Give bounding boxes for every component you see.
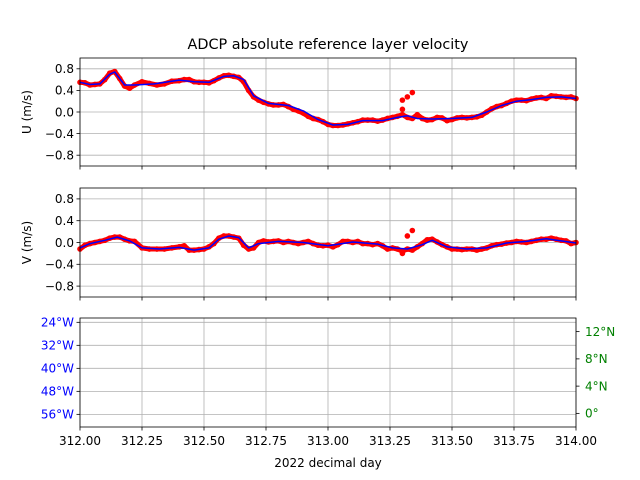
latitude-tick-label: 0°: [585, 407, 599, 421]
u-raw-point: [414, 111, 421, 118]
v-raw-point: [478, 246, 485, 252]
v-velocity-panel: −0.8 −0.4 0.0 0.4 0.8 V (m/s): [20, 187, 579, 301]
x-axis-label: 2022 decimal day: [274, 456, 382, 470]
v-outlier-point: [399, 250, 406, 257]
u-raw-point: [439, 115, 445, 121]
v-raw-point: [280, 239, 287, 246]
v-raw-point: [181, 242, 187, 249]
u-outlier-point: [404, 94, 411, 100]
latitude-tick-label: 12°N: [585, 325, 615, 339]
position-panel: 24°W 32°W 40°W 48°W 56°W 0° 4°N 8°N 12°N 312.00…: [41, 316, 615, 448]
u-raw-point: [139, 78, 145, 85]
x-tick-label: 312.75: [245, 434, 287, 448]
x-tick-label: 312.00: [59, 434, 101, 448]
figure-title: ADCP absolute reference layer velocity: [188, 37, 469, 53]
longitude-tick-label: 32°W: [41, 339, 74, 353]
u-raw-point: [449, 116, 455, 123]
v-raw-point: [354, 238, 361, 245]
latitude-tick-label: 8°N: [585, 352, 608, 366]
u-y-tick-label: 0.0: [55, 105, 74, 119]
u-y-tick-label: 0.4: [55, 84, 74, 98]
v-y-tick-label: −0.4: [45, 258, 74, 272]
v-smoothed-series-line: [79, 235, 577, 251]
longitude-tick-label: 24°W: [41, 316, 74, 330]
v-y-tick-label: −0.8: [45, 279, 74, 293]
v-y-tick-label: 0.4: [55, 214, 74, 228]
x-tick-label: 313.00: [307, 434, 349, 448]
x-tick-label: 313.25: [369, 434, 411, 448]
u-axis-label: U (m/s): [20, 90, 34, 134]
x-tick-label: 312.25: [121, 434, 163, 448]
v-y-tick-label: 0.0: [55, 236, 74, 250]
longitude-tick-label: 40°W: [41, 362, 74, 376]
u-smoothed-series-line: [79, 71, 577, 126]
v-raw-point: [369, 241, 376, 248]
u-outlier-point: [399, 106, 406, 113]
longitude-tick-label: 48°W: [41, 385, 74, 399]
v-outlier-point: [409, 227, 416, 234]
x-tick-label: 314.00: [555, 434, 597, 448]
u-y-tick-label: 0.8: [55, 62, 74, 76]
x-tick-label: 312.50: [183, 434, 225, 448]
v-outlier-point: [404, 233, 411, 239]
u-raw-point: [106, 70, 113, 76]
x-tick-label: 313.75: [493, 434, 535, 448]
v-y-tick-label: 0.8: [55, 192, 74, 206]
u-outlier-point: [399, 97, 406, 103]
u-velocity-panel: −0.8 −0.4 0.0 0.4 0.8 U (m/s): [20, 57, 579, 170]
latitude-tick-label: 4°N: [585, 379, 608, 393]
u-raw-point: [543, 95, 550, 102]
u-outlier-point: [409, 89, 416, 96]
longitude-tick-label: 56°W: [41, 408, 74, 422]
u-y-tick-label: −0.8: [45, 149, 74, 163]
u-raw-point: [250, 94, 257, 100]
x-tick-label: 313.50: [431, 434, 473, 448]
u-y-tick-label: −0.4: [45, 127, 74, 141]
u-raw-point: [126, 85, 133, 92]
v-axis-label: V (m/s): [20, 221, 34, 264]
